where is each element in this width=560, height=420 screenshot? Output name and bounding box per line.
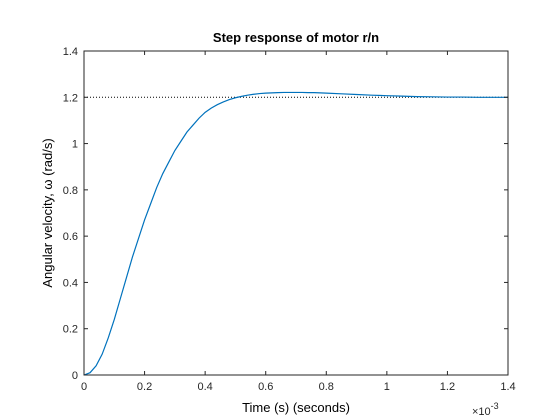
y-tick-label: 0.8 — [63, 185, 78, 197]
y-axis-label: Angular velocity, ω (rad/s) — [40, 138, 55, 287]
x-tick-label: 0.2 — [137, 381, 152, 393]
y-tick-label: 0.4 — [63, 277, 78, 289]
x-tick-label: 0.4 — [197, 381, 212, 393]
y-tick-label: 1.2 — [63, 92, 78, 104]
series-line-0 — [83, 91, 508, 376]
x-tick-label: 1.4 — [500, 381, 515, 393]
x-multiplier-base: ×10 — [472, 406, 491, 418]
y-tick-label: 1.4 — [63, 46, 78, 58]
y-tick-label: 0.2 — [63, 324, 78, 336]
x-tick-label: 1.2 — [440, 381, 455, 393]
y-tick-label: 1 — [72, 139, 78, 151]
x-tick-label: 0 — [81, 381, 87, 393]
x-ticks: 0 0.2 0.4 0.6 0.8 1 1.2 1.4 — [81, 51, 516, 393]
x-tick-label: 1 — [384, 381, 390, 393]
y-tick-label: 0.6 — [63, 231, 78, 243]
y-ticks: 0 0.2 0.4 0.6 0.8 1 1.2 1.4 — [63, 46, 508, 382]
y-tick-label: 0 — [72, 370, 78, 382]
chart-title: Step response of motor r/n — [213, 30, 379, 45]
x-tick-label: 0.8 — [319, 381, 334, 393]
x-multiplier-exponent: -3 — [491, 401, 499, 411]
x-tick-label: 0.6 — [258, 381, 273, 393]
series-layer — [83, 91, 508, 376]
x-multiplier: ×10-3 — [472, 401, 499, 418]
x-axis-label: Time (s) (seconds) — [242, 400, 350, 415]
plot-area — [84, 51, 508, 375]
axes-box — [83, 50, 509, 376]
